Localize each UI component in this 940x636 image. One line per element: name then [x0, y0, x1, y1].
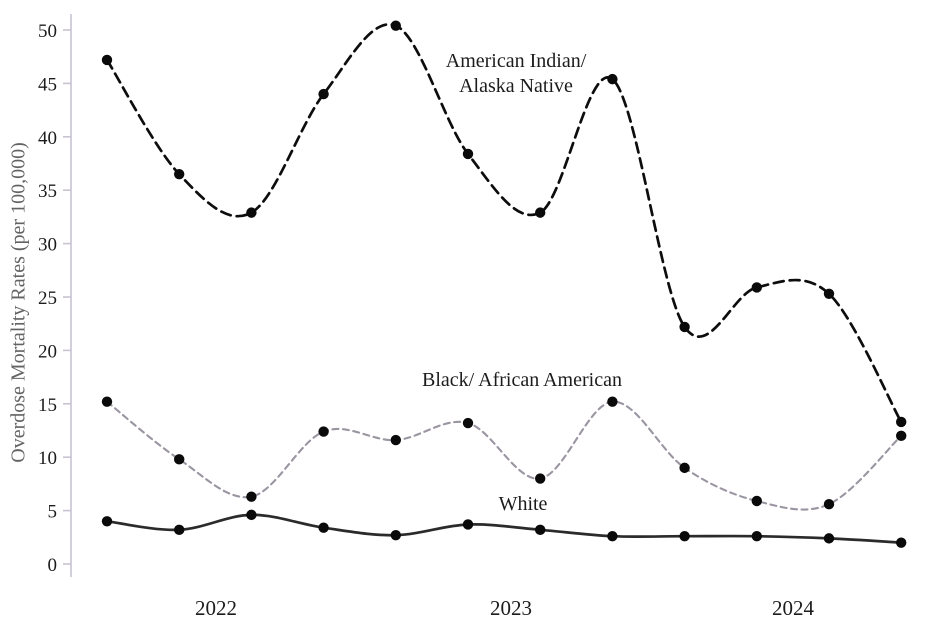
data-point: [390, 529, 401, 541]
data-point: [896, 537, 907, 548]
y-tick-label: 30: [38, 235, 57, 256]
data-point: [174, 168, 185, 180]
line-white: [105, 513, 903, 544]
data-point: [751, 531, 762, 542]
y-tick-label: 50: [38, 21, 57, 42]
y-tick-label: 15: [38, 395, 57, 416]
y-tick-label: 0: [48, 555, 58, 576]
y-tick-label: 40: [38, 128, 57, 149]
data-point: [751, 495, 762, 507]
data-point: [607, 396, 618, 407]
y-tick-label: 20: [38, 341, 57, 362]
series-label-white: White: [498, 493, 548, 515]
data-point: [462, 148, 474, 160]
data-point: [823, 498, 835, 510]
data-point: [246, 509, 257, 521]
data-point: [896, 416, 907, 428]
data-point: [823, 288, 835, 299]
data-point: [318, 88, 329, 100]
data-point: [751, 282, 762, 293]
data-point: [390, 20, 401, 31]
y-tick-label: 45: [38, 74, 57, 95]
data-point: [535, 473, 546, 484]
data-point: [318, 426, 329, 437]
data-point: [607, 531, 618, 542]
x-tick-label: 2022: [195, 596, 237, 620]
series-label-american-indian-alaska-native: American Indian/ Alaska Native: [445, 50, 587, 97]
data-point: [679, 531, 690, 542]
data-point: [896, 430, 907, 442]
y-tick-label: 10: [38, 448, 57, 469]
data-point: [535, 524, 546, 536]
series-label-black-african-american: Black/ African American: [422, 369, 622, 391]
data-point: [462, 417, 474, 429]
data-point: [101, 516, 113, 527]
data-point: [535, 207, 546, 218]
data-point: [101, 396, 113, 407]
y-tick-label: 35: [38, 181, 57, 202]
data-point: [318, 522, 329, 533]
data-point: [607, 73, 618, 85]
data-point: [679, 321, 690, 333]
data-point: [101, 54, 113, 66]
data-point: [823, 533, 835, 544]
data-point: [174, 524, 185, 536]
data-point: [246, 207, 257, 218]
y-tick-label: 25: [38, 288, 57, 309]
y-tick-label: 5: [48, 502, 58, 523]
x-tick-label: 2023: [490, 596, 532, 620]
y-axis-title: Overdose Mortality Rates (per 100,000): [7, 142, 30, 463]
data-point: [174, 454, 185, 465]
data-point: [462, 519, 474, 530]
data-point: [679, 462, 690, 474]
x-tick-label: 2024: [772, 596, 815, 620]
data-point: [390, 434, 401, 446]
data-point: [246, 491, 257, 502]
